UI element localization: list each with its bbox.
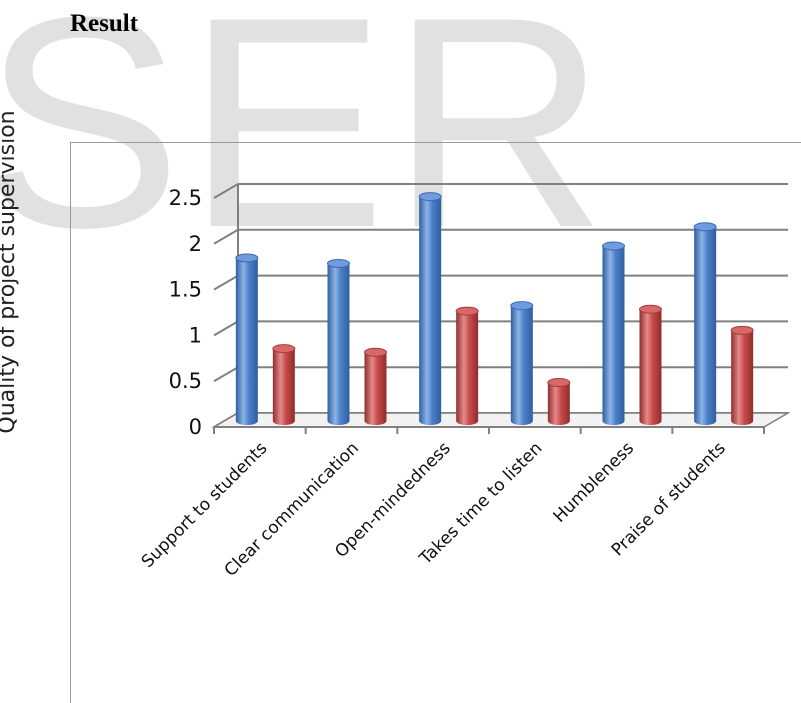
bar-base <box>327 417 350 425</box>
bar-top <box>510 301 534 311</box>
gridline-depth <box>213 320 239 337</box>
gridline-depth <box>213 366 239 383</box>
bar-series1 <box>510 305 533 421</box>
bar-base <box>639 417 662 425</box>
bar-series2 <box>547 382 570 421</box>
bar-base <box>731 417 754 425</box>
page-heading: Result <box>70 10 139 37</box>
y-tick-label: 2 <box>189 232 202 256</box>
bar-base <box>694 417 717 425</box>
bar-top <box>602 241 625 251</box>
watermark-text: SER <box>0 0 611 290</box>
bar-base <box>602 417 625 425</box>
gridline-depth <box>213 183 239 199</box>
bar-base <box>456 417 479 425</box>
bar-top <box>364 347 387 357</box>
bar-top <box>235 253 259 263</box>
bar-base <box>364 417 387 425</box>
bar-series2 <box>272 348 295 421</box>
gridline-depth <box>213 274 239 291</box>
y-tick-label: 1 <box>189 323 202 347</box>
bars-layer <box>235 192 754 425</box>
x-category-label: Humbleness <box>550 438 639 527</box>
bar-top <box>327 258 350 268</box>
chart-frame <box>70 142 801 703</box>
y-tick-label: 1.5 <box>169 278 202 302</box>
bar-base <box>235 417 258 425</box>
bar-top <box>547 378 571 388</box>
bar-top <box>730 325 754 335</box>
bar-series2 <box>639 309 662 421</box>
bar-series2 <box>731 330 754 421</box>
bar-top <box>639 304 662 314</box>
bar-series1 <box>419 196 442 421</box>
bar-series2 <box>456 311 479 421</box>
bar-top <box>272 344 296 354</box>
bar-base <box>510 417 533 425</box>
y-tick-label: 2.5 <box>169 186 202 210</box>
bar-top <box>693 222 717 232</box>
bar-base <box>547 417 570 425</box>
gridline-depth <box>213 228 239 245</box>
y-tick-label: 0 <box>189 415 202 439</box>
bar-series1 <box>235 257 258 421</box>
bar-series1 <box>602 246 625 421</box>
bar-top <box>418 192 442 202</box>
bar-base <box>272 417 295 425</box>
y-tick-label: 0.5 <box>169 369 202 393</box>
bar-series2 <box>364 352 387 421</box>
bar-top <box>455 306 479 316</box>
bar-series1 <box>694 226 717 421</box>
bar-series1 <box>327 263 350 421</box>
bar-base <box>419 417 442 425</box>
